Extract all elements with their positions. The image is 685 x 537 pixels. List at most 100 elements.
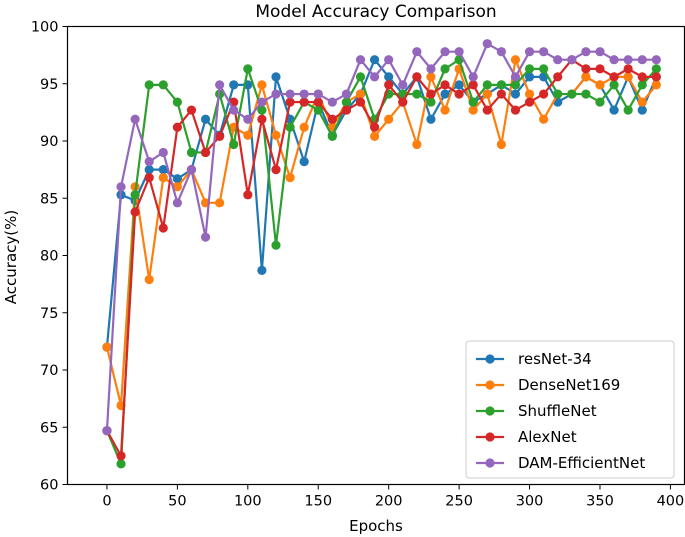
data-point-shufflenet bbox=[130, 190, 140, 200]
axis-ticks: 0 50 100 150 200 250 300 350 400 60 65 70 75 80 85 90 95… bbox=[31, 20, 684, 510]
data-point-resnet-34 bbox=[524, 72, 535, 82]
y-tick-label: 90 bbox=[40, 134, 58, 150]
chart-legend: resNet-34 DenseNet169 ShuffleNet AlexNet DAM… bbox=[465, 340, 675, 479]
data-point-resnet-34 bbox=[440, 89, 450, 99]
data-point-alexnet bbox=[651, 72, 661, 82]
data-point-shufflenet bbox=[285, 122, 295, 132]
x-tick-label: 350 bbox=[586, 494, 614, 510]
data-point-shufflenet bbox=[609, 80, 619, 90]
legend-swatch-marker bbox=[485, 432, 495, 442]
data-point-dam-efficientnet bbox=[158, 147, 168, 158]
data-point-densenet169 bbox=[482, 89, 492, 99]
y-tick-label: 95 bbox=[40, 77, 58, 93]
legend-entry-label: DAM-EfficientNet bbox=[518, 454, 645, 472]
data-point-shufflenet bbox=[496, 80, 506, 90]
legend-entry-label: DenseNet169 bbox=[518, 376, 620, 394]
data-point-dam-efficientnet bbox=[454, 47, 464, 57]
data-point-shufflenet bbox=[426, 97, 436, 107]
data-point-dam-efficientnet bbox=[200, 232, 211, 242]
data-point-dam-efficientnet bbox=[482, 39, 492, 49]
data-point-shufflenet bbox=[116, 459, 126, 469]
data-point-dam-efficientnet bbox=[102, 426, 112, 436]
data-point-resnet-34 bbox=[426, 114, 436, 124]
series-resnet-34 bbox=[102, 55, 661, 352]
data-point-resnet-34 bbox=[229, 80, 239, 90]
data-point-alexnet bbox=[468, 80, 478, 90]
legend-entry-label: AlexNet bbox=[518, 428, 577, 446]
data-point-resnet-34 bbox=[637, 105, 647, 115]
data-point-dam-efficientnet bbox=[229, 105, 239, 115]
data-point-densenet169 bbox=[524, 89, 535, 99]
data-point-dam-efficientnet bbox=[355, 55, 366, 65]
data-point-shufflenet bbox=[482, 80, 492, 90]
data-point-densenet169 bbox=[426, 72, 436, 82]
data-point-shufflenet bbox=[412, 89, 422, 99]
data-point-densenet169 bbox=[384, 114, 394, 124]
legend-entry-label: ShuffleNet bbox=[518, 402, 597, 420]
data-point-shufflenet bbox=[257, 105, 267, 115]
data-point-alexnet bbox=[384, 80, 394, 90]
data-point-shufflenet bbox=[553, 89, 563, 99]
data-point-resnet-34 bbox=[609, 105, 619, 115]
legend-swatch-marker bbox=[485, 406, 495, 416]
x-tick-label: 250 bbox=[445, 494, 473, 510]
data-point-dam-efficientnet bbox=[186, 165, 197, 175]
data-point-alexnet bbox=[524, 97, 535, 107]
chart-title: Model Accuracy Comparison bbox=[255, 2, 496, 22]
data-point-alexnet bbox=[496, 89, 506, 99]
data-point-densenet169 bbox=[144, 274, 154, 285]
y-tick-label: 70 bbox=[40, 363, 58, 379]
data-point-dam-efficientnet bbox=[257, 97, 267, 107]
series-dam-efficientnet bbox=[102, 39, 661, 436]
data-point-densenet169 bbox=[468, 105, 478, 115]
data-point-dam-efficientnet bbox=[412, 47, 422, 57]
y-tick-label: 80 bbox=[40, 249, 58, 265]
legend-box bbox=[465, 340, 675, 479]
y-axis-label: Accuracy(%) bbox=[2, 210, 20, 304]
data-point-shufflenet bbox=[595, 97, 605, 107]
data-point-resnet-34 bbox=[158, 165, 168, 175]
data-point-dam-efficientnet bbox=[172, 198, 182, 208]
data-point-alexnet bbox=[510, 105, 521, 115]
data-point-dam-efficientnet bbox=[524, 47, 535, 57]
data-point-densenet169 bbox=[285, 173, 295, 183]
data-point-densenet169 bbox=[369, 131, 380, 142]
data-point-dam-efficientnet bbox=[130, 114, 140, 124]
data-point-shufflenet bbox=[581, 89, 591, 99]
data-point-dam-efficientnet bbox=[440, 47, 450, 57]
data-point-alexnet bbox=[299, 97, 309, 107]
data-point-resnet-34 bbox=[369, 55, 380, 65]
data-point-dam-efficientnet bbox=[609, 55, 619, 65]
data-point-dam-efficientnet bbox=[271, 89, 281, 99]
data-point-dam-efficientnet bbox=[581, 47, 591, 57]
data-point-alexnet bbox=[215, 131, 225, 142]
data-point-alexnet bbox=[257, 114, 267, 124]
data-point-alexnet bbox=[412, 72, 422, 82]
data-point-densenet169 bbox=[172, 182, 182, 192]
data-point-densenet169 bbox=[215, 198, 225, 208]
data-point-dam-efficientnet bbox=[384, 55, 394, 65]
data-point-shufflenet bbox=[158, 80, 168, 90]
data-point-dam-efficientnet bbox=[510, 72, 521, 82]
data-point-densenet169 bbox=[539, 114, 549, 124]
data-point-dam-efficientnet bbox=[426, 64, 436, 74]
data-point-dam-efficientnet bbox=[651, 55, 661, 65]
legend-swatch-marker bbox=[485, 354, 495, 364]
data-point-dam-efficientnet bbox=[243, 114, 253, 124]
x-axis-label: Epochs bbox=[349, 517, 403, 535]
data-point-alexnet bbox=[355, 97, 366, 107]
data-point-alexnet bbox=[539, 89, 549, 99]
data-point-alexnet bbox=[482, 105, 492, 115]
data-point-resnet-34 bbox=[384, 72, 394, 82]
data-point-dam-efficientnet bbox=[539, 47, 549, 57]
data-point-alexnet bbox=[158, 223, 168, 233]
series-line-dam-efficientnet bbox=[105, 42, 657, 431]
data-point-densenet169 bbox=[440, 105, 450, 115]
data-point-resnet-34 bbox=[299, 157, 309, 167]
data-point-dam-efficientnet bbox=[299, 89, 309, 99]
data-point-resnet-34 bbox=[200, 114, 211, 124]
data-point-dam-efficientnet bbox=[144, 157, 154, 167]
data-point-shufflenet bbox=[637, 80, 647, 90]
data-point-shufflenet bbox=[440, 64, 450, 74]
